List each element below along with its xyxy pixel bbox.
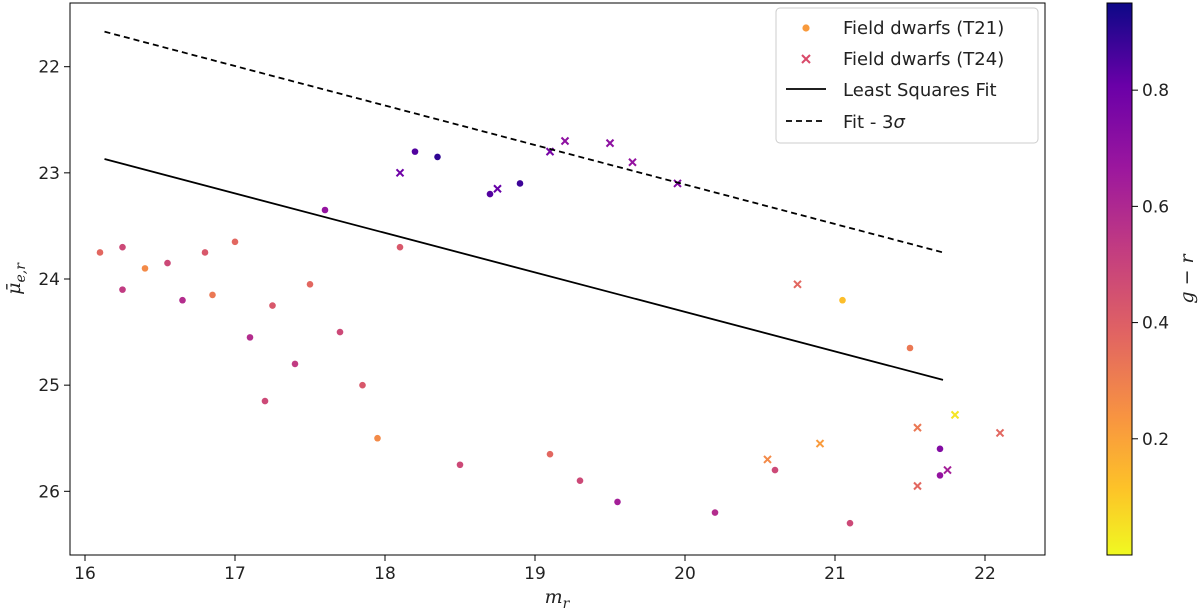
- data-point-t21: [231, 238, 239, 246]
- data-point-t24: [793, 280, 802, 289]
- colorbar-label: g − r: [1176, 252, 1198, 303]
- legend-label-3sigma: Fit - 3σ: [843, 112, 906, 133]
- data-point-t21: [486, 190, 494, 198]
- legend-box: [775, 7, 1039, 144]
- legend-label-fit: Least Squares Fit: [843, 80, 997, 101]
- data-point-t21: [771, 466, 779, 474]
- x-tick-label: 21: [824, 564, 846, 584]
- data-point-t24: [628, 158, 637, 167]
- data-point-t21: [359, 381, 366, 389]
- data-point-t21: [321, 206, 329, 214]
- data-point-t21: [546, 450, 554, 458]
- colorbar-tick-label: 0.6: [1142, 197, 1169, 217]
- data-point-t21: [411, 148, 419, 155]
- data-point-t21: [179, 296, 186, 304]
- legend-marker-t21: [802, 24, 810, 32]
- data-point-t21: [396, 243, 404, 251]
- data-point-t21: [456, 461, 464, 469]
- data-point-t21: [614, 498, 621, 506]
- data-point-t24: [395, 168, 405, 178]
- data-point-t21: [96, 249, 104, 256]
- data-point-t21: [164, 259, 171, 267]
- data-point-t21: [839, 296, 846, 304]
- data-point-t21: [201, 249, 209, 256]
- x-tick-label: 17: [224, 564, 246, 584]
- colorbar-tick-label: 0.8: [1142, 81, 1169, 101]
- data-point-t21: [434, 153, 441, 161]
- data-point-t21: [374, 434, 381, 442]
- data-point-t21: [516, 180, 524, 187]
- data-point-t24: [995, 428, 1005, 438]
- data-point-t21: [936, 445, 944, 453]
- y-axis-ticks: 22 23 24 25 26: [38, 58, 70, 502]
- x-tick-label: 16: [74, 564, 96, 584]
- x-tick-label: 20: [674, 564, 696, 584]
- data-point-t24: [560, 136, 570, 146]
- data-point-t21: [291, 360, 299, 368]
- data-point-t21: [141, 265, 149, 272]
- data-point-t21: [711, 509, 719, 516]
- x-axis-label: mr: [545, 586, 571, 609]
- y-tick-label: 24: [38, 270, 60, 290]
- fit-minus-3sigma-line: [104, 30, 944, 254]
- data-point-t21: [209, 291, 216, 299]
- data-point-t21: [846, 519, 854, 527]
- data-point-t24: [943, 465, 952, 475]
- data-point-t21: [936, 472, 944, 479]
- y-tick-label: 23: [38, 164, 60, 184]
- data-point-t24: [913, 481, 922, 491]
- y-tick-label: 26: [38, 482, 60, 502]
- colorbar-ticks: 0.2 0.4 0.6 0.8: [1132, 81, 1169, 450]
- legend-label-t24: Field dwarfs (T24): [843, 49, 1004, 70]
- data-point-t24: [493, 184, 502, 193]
- data-point-t24: [763, 455, 772, 464]
- data-point-t21: [261, 397, 269, 405]
- legend: Field dwarfs (T21) Field dwarfs (T24) Le…: [775, 7, 1039, 144]
- y-axis-label: μ̄e,r: [3, 262, 29, 295]
- least-squares-fit-line: [104, 158, 944, 381]
- data-point-t21: [906, 344, 914, 352]
- data-point-t21: [246, 334, 254, 341]
- data-point-t24: [815, 439, 825, 448]
- fit-lines: [104, 30, 944, 381]
- colorbar-tick-label: 0.2: [1142, 430, 1169, 450]
- data-point-t24: [913, 423, 922, 432]
- x-tick-label: 19: [524, 564, 546, 584]
- x-tick-label: 18: [374, 564, 396, 584]
- data-point-t21: [269, 302, 276, 309]
- y-tick-label: 25: [38, 376, 60, 396]
- legend-marker-t24: [801, 54, 811, 64]
- y-tick-label: 22: [38, 58, 60, 78]
- legend-label-t21: Field dwarfs (T21): [843, 18, 1004, 39]
- colorbar: [1106, 2, 1133, 556]
- data-point-t24: [950, 410, 960, 420]
- data-point-t21: [306, 281, 314, 288]
- x-axis-ticks: 16 17 18 19 20 21 22: [74, 555, 996, 584]
- data-point-t21: [576, 477, 584, 484]
- data-point-t21: [336, 328, 344, 336]
- colorbar-tick-label: 0.4: [1142, 314, 1169, 334]
- data-point-t21: [119, 243, 126, 251]
- x-tick-label: 22: [974, 564, 996, 584]
- data-point-t24: [605, 138, 615, 148]
- data-point-t21: [119, 286, 126, 293]
